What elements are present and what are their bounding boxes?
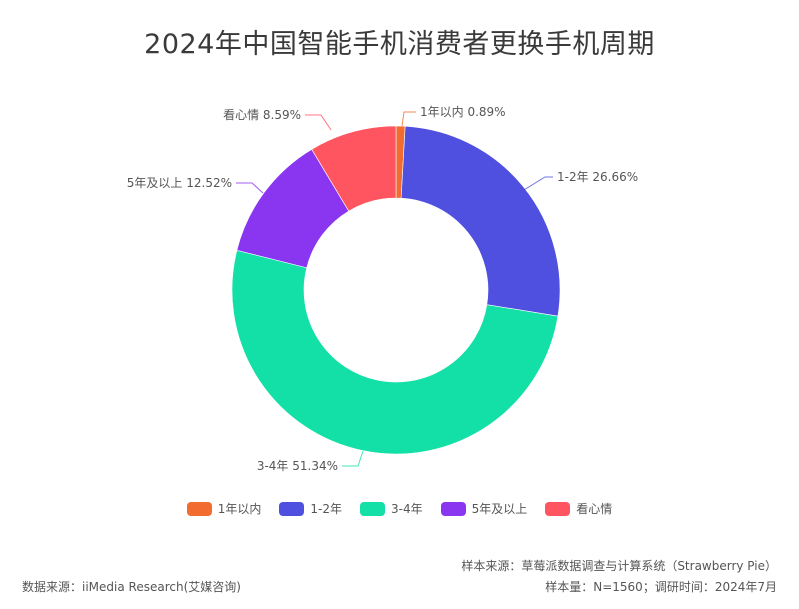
legend-item-5-years-plus[interactable]: 5年及以上: [440, 500, 528, 517]
legend-label: 看心情: [576, 502, 613, 516]
legend-swatch: [279, 501, 305, 516]
leader-line: [401, 111, 416, 127]
legend-item-depends-on-mood[interactable]: 看心情: [545, 500, 612, 517]
legend-label: 1年以内: [217, 502, 262, 516]
slice-label-5-years-plus: 5年及以上 12.52%: [127, 176, 232, 190]
slice-label-depends-on-mood: 看心情 8.59%: [223, 108, 301, 122]
slice-3-4-years[interactable]: [231, 249, 559, 455]
legend-item-3-4-years[interactable]: 3-4年: [359, 500, 423, 517]
slice-labels: 1年以内 0.89% 1-2年 26.66% 3-4年 51.34% 5年及以上 12…: [127, 105, 638, 473]
legend-label: 5年及以上: [471, 502, 528, 516]
slice-label-within-1-year: 1年以内 0.89%: [420, 105, 506, 119]
legend-item-within-1-year[interactable]: 1年以内: [186, 500, 262, 517]
leader-line: [236, 182, 264, 194]
leader-line: [342, 450, 364, 467]
donut-slices: [231, 125, 561, 455]
slice-label-1-2-years: 1-2年 26.66%: [557, 170, 638, 184]
data-source: 数据来源：iiMedia Research(艾媒咨询): [22, 580, 241, 594]
slice-1-2-years[interactable]: [400, 125, 561, 317]
slice-label-3-4-years: 3-4年 51.34%: [257, 459, 338, 473]
leader-line: [305, 114, 332, 131]
leader-line: [518, 176, 553, 194]
legend: 1年以内 1-2年 3-4年 5年及以上 看心情: [0, 500, 799, 517]
legend-label: 3-4年: [390, 502, 423, 516]
legend-label: 1-2年: [310, 502, 342, 516]
legend-swatch: [440, 501, 466, 516]
chart-title: 2024年中国智能手机消费者更换手机周期: [144, 29, 655, 60]
legend-swatch: [186, 501, 212, 516]
sample-info: 样本量：N=1560；调研时间：2024年7月: [545, 580, 777, 594]
legend-item-1-2-years[interactable]: 1-2年: [279, 500, 342, 517]
legend-swatch: [359, 501, 385, 516]
slice-depends-on-mood[interactable]: [311, 125, 397, 212]
leader-lines: [236, 111, 553, 467]
legend-swatch: [545, 501, 571, 516]
sample-source: 样本来源：草莓派数据调查与计算系统（Strawberry Pie）: [461, 559, 777, 573]
